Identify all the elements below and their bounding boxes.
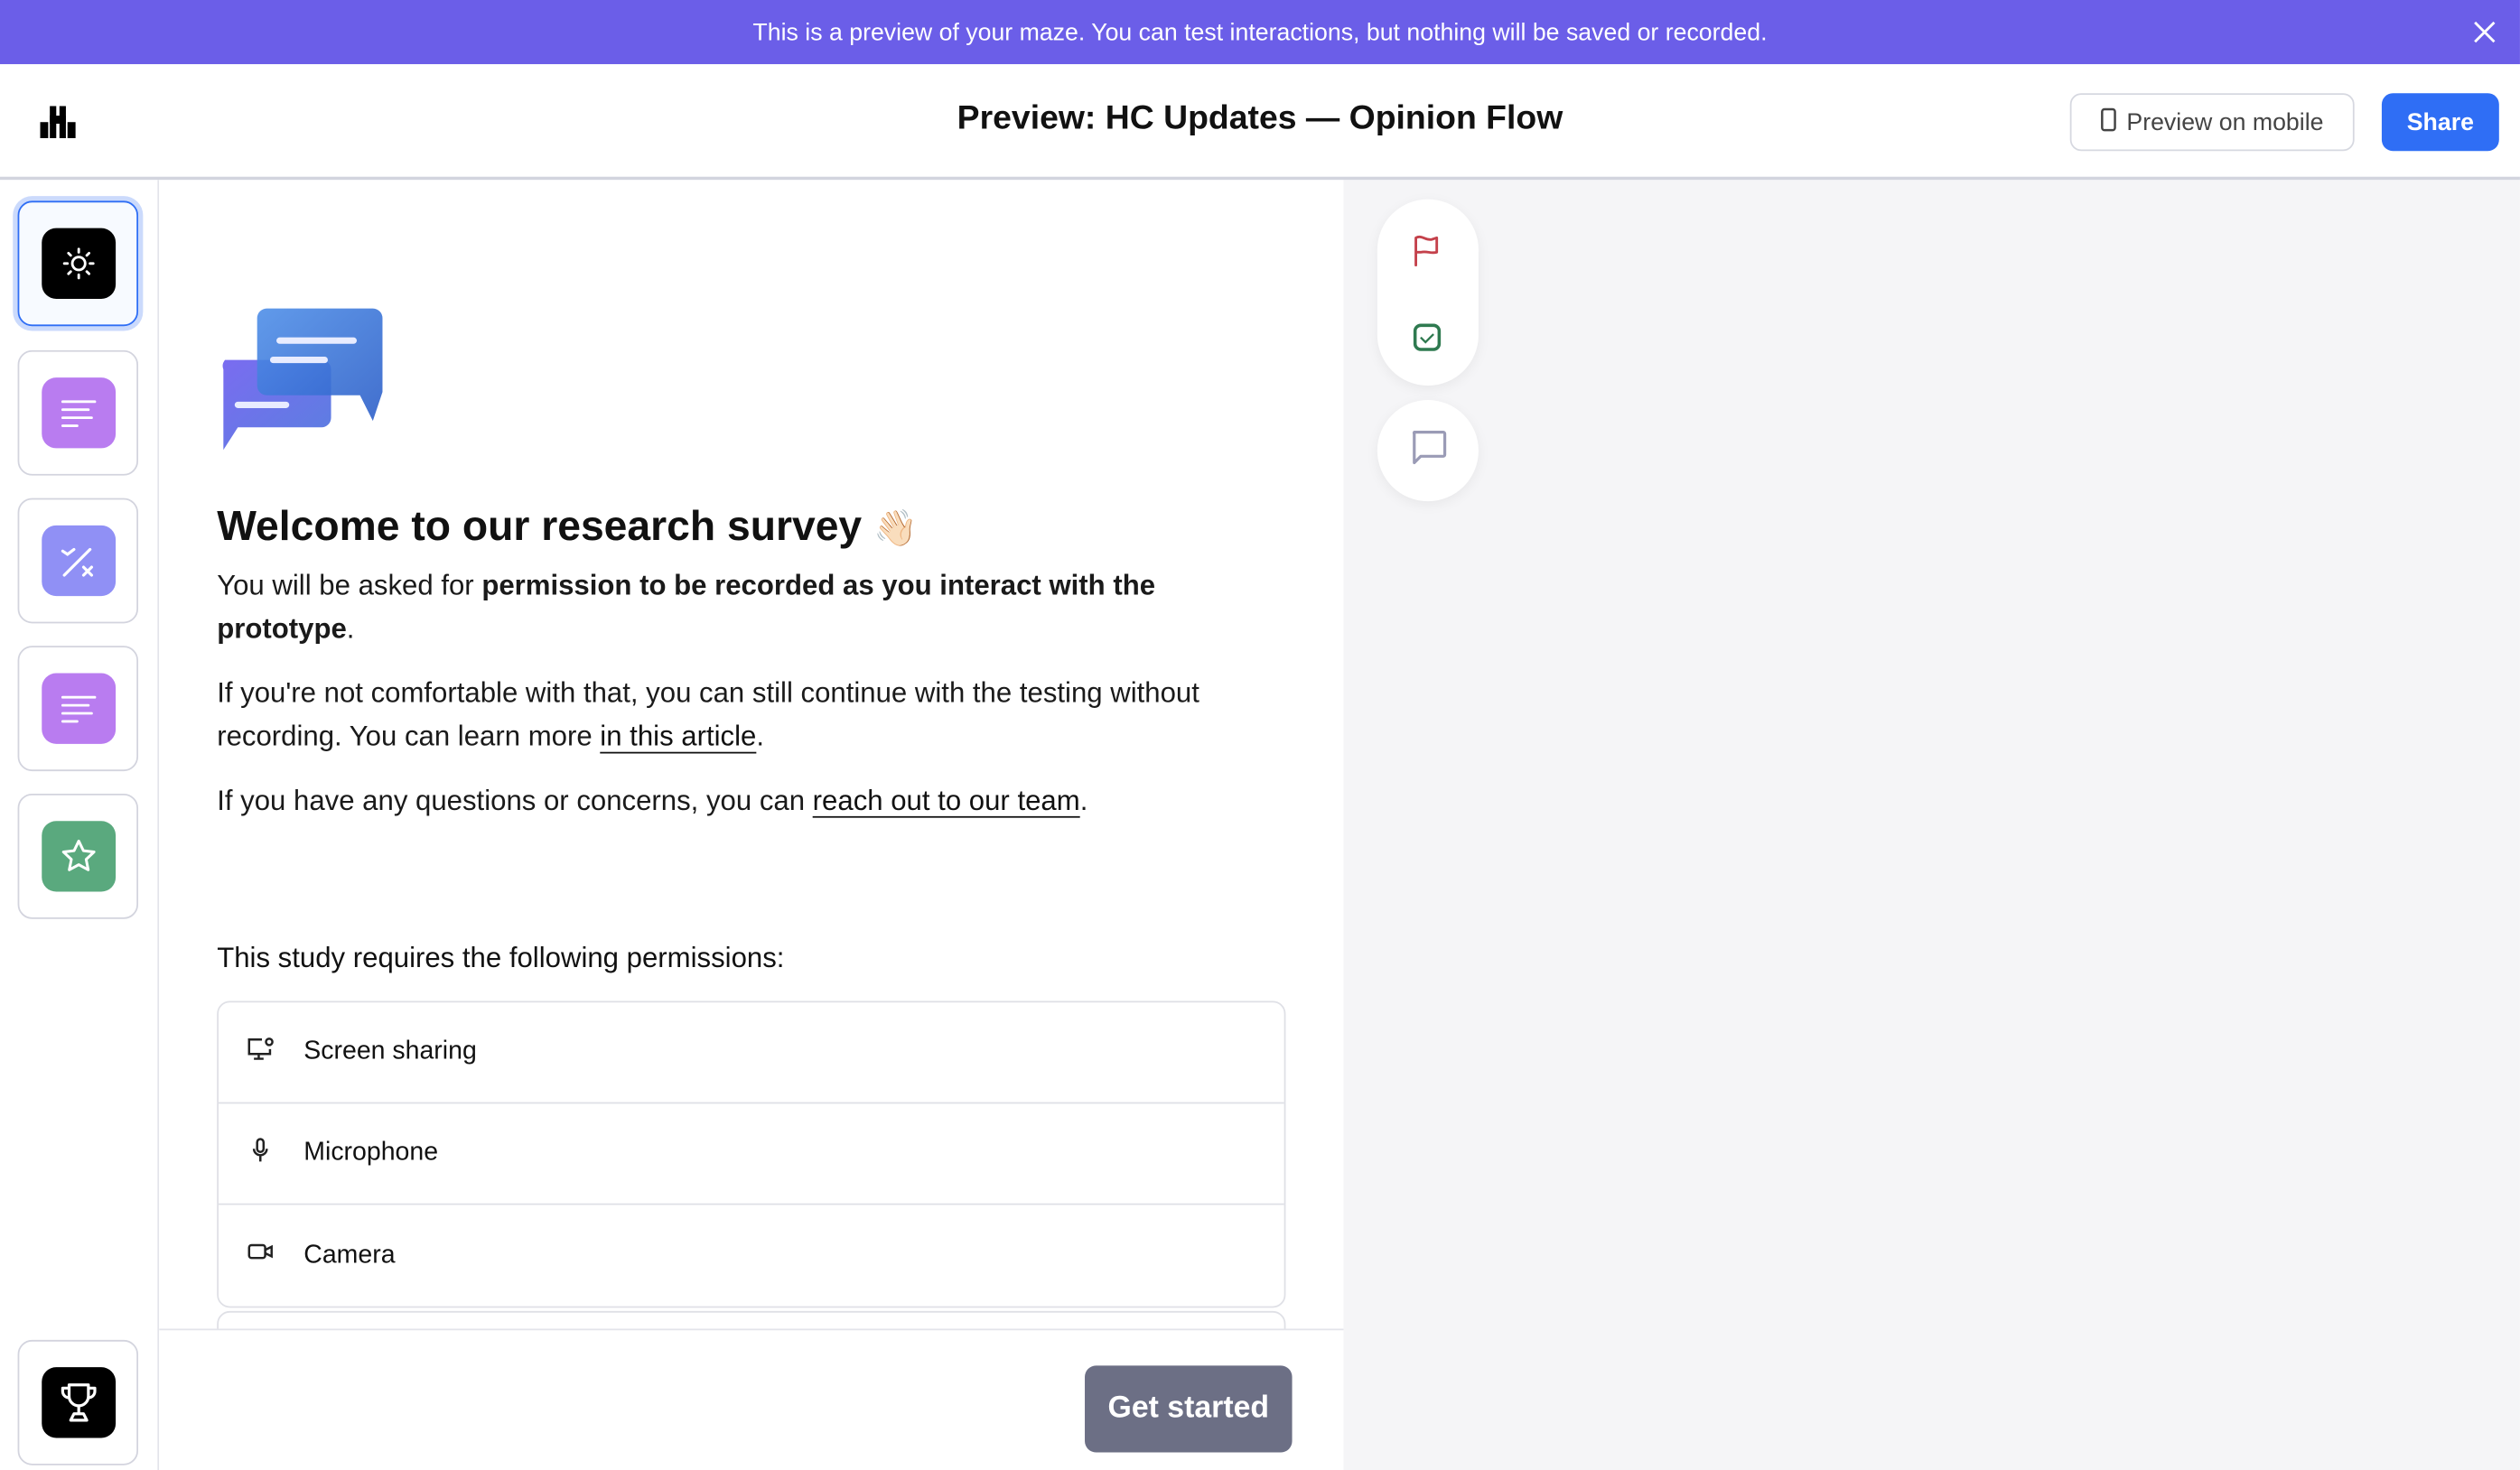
waving-hand-emoji: 👋🏻 xyxy=(873,507,918,548)
tool-pill xyxy=(1377,199,1479,386)
chat-bubbles-illustration xyxy=(219,305,389,461)
yes-no-icon xyxy=(41,525,116,597)
close-icon[interactable] xyxy=(2465,13,2504,51)
sidebar-block-rating[interactable] xyxy=(17,793,139,919)
recording-paragraph: If you're not comfortable with that, you… xyxy=(217,676,1199,752)
preview-on-mobile-button[interactable]: Preview on mobile xyxy=(2069,93,2355,152)
trophy-icon xyxy=(41,1367,116,1438)
sidebar-block-thank-you[interactable] xyxy=(17,1339,139,1465)
banner-text: This is a preview of your maze. You can … xyxy=(752,18,1768,46)
screen-share-icon xyxy=(246,1036,275,1069)
welcome-heading: Welcome to our research survey 👋🏻 xyxy=(217,501,918,550)
permissions-list: Screen sharing Microphone Camera xyxy=(217,1000,1286,1308)
sidebar-block-text-1[interactable] xyxy=(17,349,139,476)
contact-team-link[interactable]: reach out to our team xyxy=(812,784,1080,816)
maze-logo-icon[interactable] xyxy=(40,106,77,145)
star-icon xyxy=(41,821,116,892)
permissions-label: This study requires the following permis… xyxy=(217,941,785,974)
phone-icon xyxy=(2101,107,2117,137)
preview-banner: This is a preview of your maze. You can … xyxy=(0,0,2520,65)
block-sidebar xyxy=(0,180,160,1470)
sidebar-block-welcome[interactable] xyxy=(17,200,139,327)
permission-microphone: Microphone xyxy=(218,1103,1284,1205)
permission-screen-sharing: Screen sharing xyxy=(218,1002,1284,1104)
contact-paragraph: If you have any questions or concerns, y… xyxy=(217,784,1088,816)
comment-button[interactable] xyxy=(1377,400,1479,502)
header: Preview: HC Updates — Opinion Flow Previ… xyxy=(0,64,2520,181)
camera-icon xyxy=(246,1239,275,1272)
article-link[interactable]: in this article xyxy=(600,720,757,752)
permission-camera: Camera xyxy=(219,1205,1284,1306)
welcome-screen: Welcome to our research survey 👋🏻 You wi… xyxy=(159,180,1344,1470)
sun-icon xyxy=(41,228,116,299)
sidebar-block-yes-no[interactable] xyxy=(17,498,139,624)
text-lines-icon xyxy=(41,377,116,449)
intro-paragraph: You will be asked for permission to be r… xyxy=(217,568,1156,645)
comment-icon xyxy=(1409,429,1448,472)
footer: Get started xyxy=(159,1328,1344,1470)
page-title: Preview: HC Updates — Opinion Flow xyxy=(957,99,1563,137)
checkbox-icon[interactable] xyxy=(1413,323,1442,360)
preview-on-mobile-label: Preview on mobile xyxy=(2126,108,2324,136)
get-started-button[interactable]: Get started xyxy=(1085,1365,1293,1453)
preview-canvas xyxy=(1343,180,2520,1470)
sidebar-block-text-2[interactable] xyxy=(17,646,139,772)
flag-icon[interactable] xyxy=(1413,235,1442,274)
microphone-icon xyxy=(246,1137,275,1170)
text-lines-icon xyxy=(41,673,116,744)
share-button[interactable]: Share xyxy=(2381,93,2499,152)
